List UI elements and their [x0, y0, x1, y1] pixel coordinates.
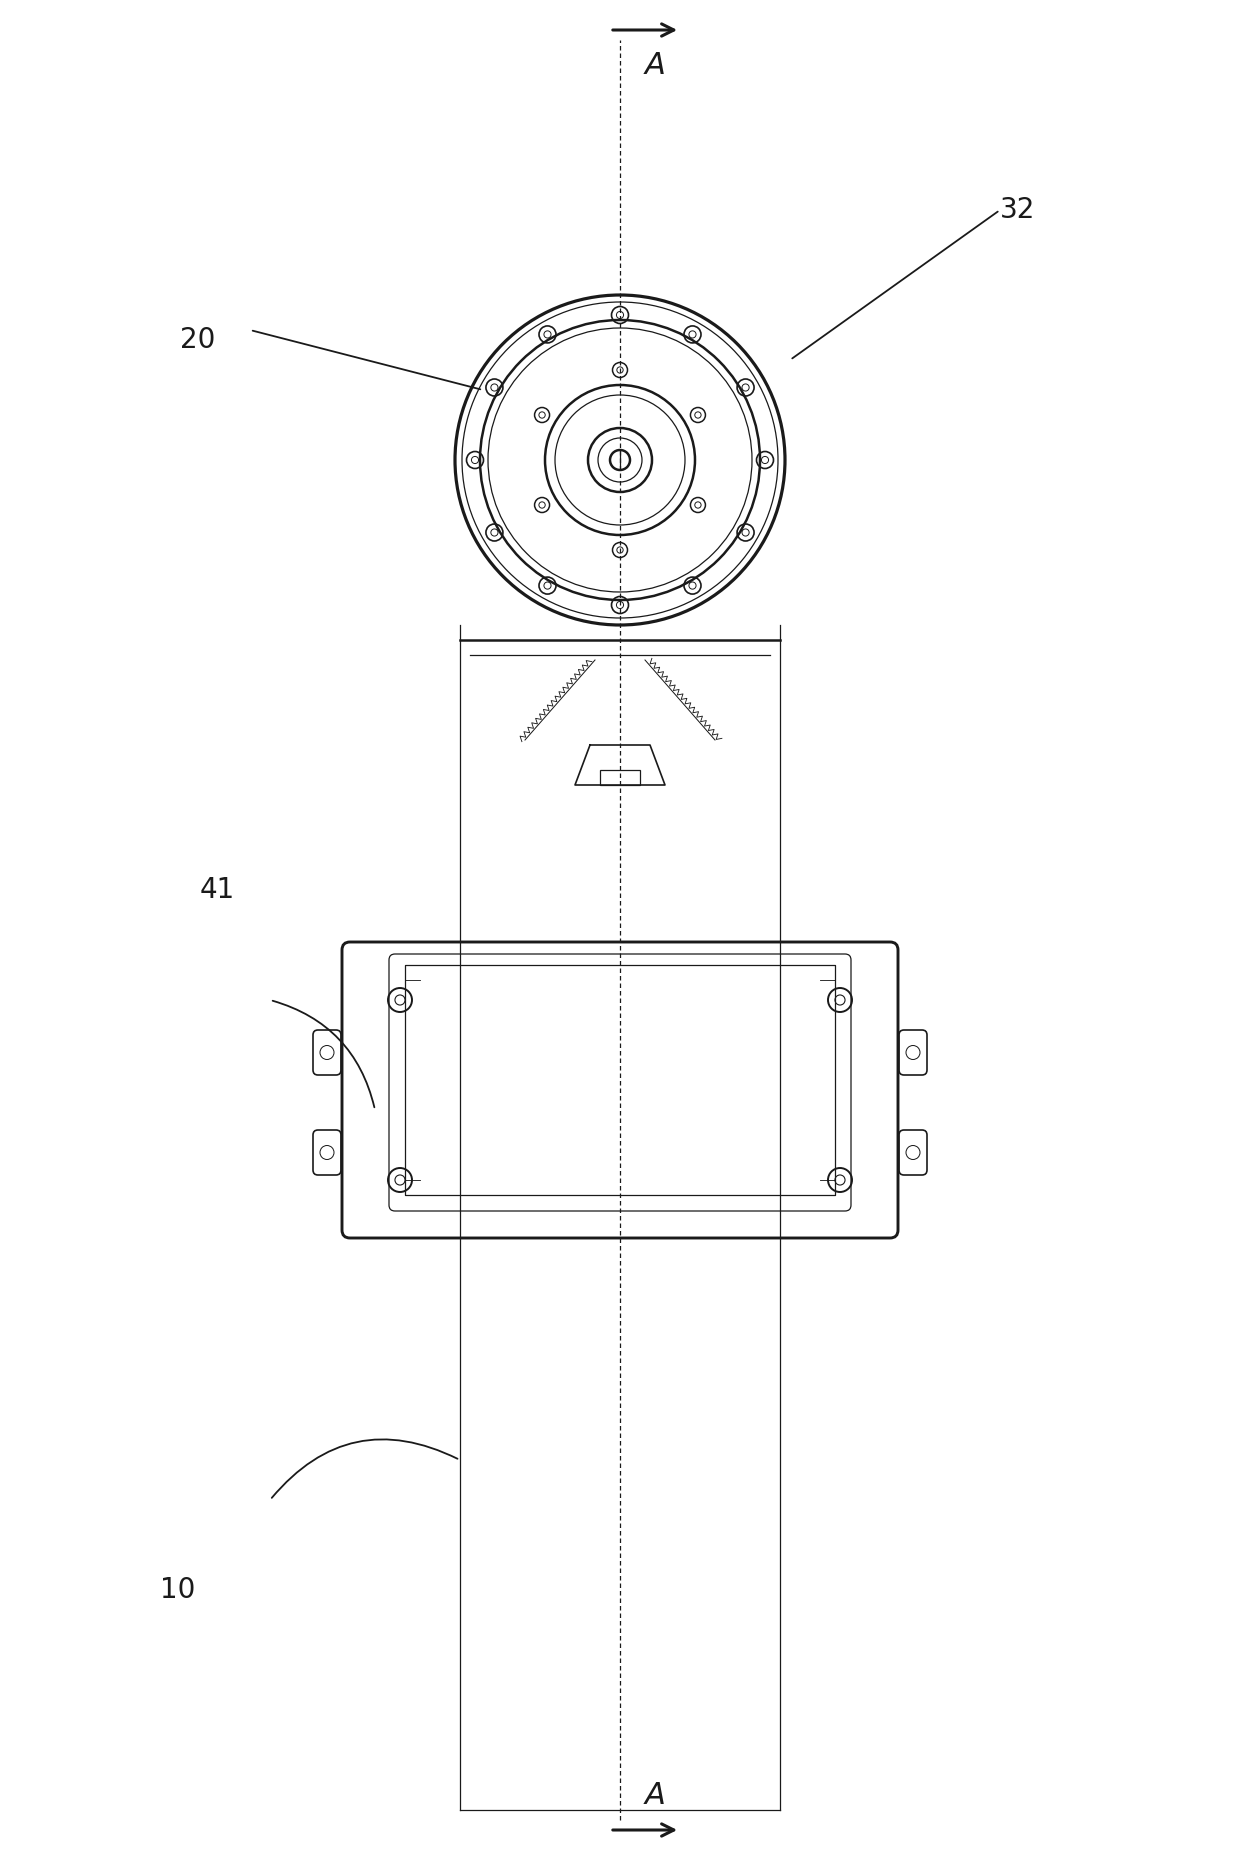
- Text: A: A: [645, 50, 666, 80]
- Text: 10: 10: [160, 1575, 196, 1603]
- Text: A: A: [645, 1780, 666, 1810]
- Text: 32: 32: [999, 195, 1035, 223]
- Text: 41: 41: [200, 876, 236, 904]
- Text: 20: 20: [180, 326, 216, 353]
- Bar: [600, 770, 640, 785]
- Bar: [405, 965, 835, 1194]
